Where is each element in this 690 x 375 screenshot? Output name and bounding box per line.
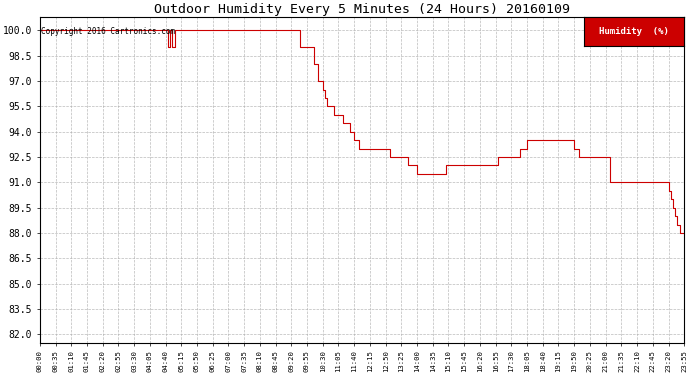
Title: Outdoor Humidity Every 5 Minutes (24 Hours) 20160109: Outdoor Humidity Every 5 Minutes (24 Hou… (154, 3, 570, 16)
Text: Copyright 2016 Cartronics.com: Copyright 2016 Cartronics.com (41, 27, 175, 36)
